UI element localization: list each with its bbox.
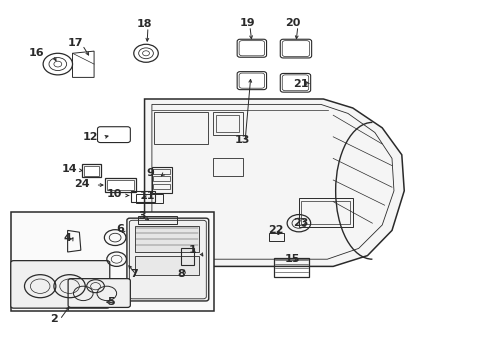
FancyBboxPatch shape [127,218,209,301]
Text: 5: 5 [107,297,115,307]
Bar [135,256,199,275]
Text: 20: 20 [285,18,300,28]
Text: 16: 16 [28,48,44,58]
Text: 18: 18 [136,19,152,30]
Text: 1: 1 [189,245,196,255]
FancyBboxPatch shape [68,279,130,307]
Bar [135,226,199,252]
Bar [84,166,99,176]
Text: 10: 10 [107,189,122,199]
Bar [107,180,134,190]
Text: 13: 13 [234,135,249,145]
Bar [299,198,353,227]
Text: 24: 24 [74,179,90,189]
Text: 17: 17 [68,38,83,48]
Bar [269,233,284,241]
Text: 15: 15 [285,254,300,264]
Text: 7: 7 [130,269,138,279]
Bar [153,176,170,181]
Text: 19: 19 [240,18,256,28]
Bar [136,194,163,203]
Text: 9: 9 [146,168,154,178]
Bar [153,169,170,174]
Text: 14: 14 [61,164,77,174]
Bar [216,115,239,132]
Bar [274,258,309,277]
Bar [138,216,177,224]
Text: 6: 6 [117,224,124,234]
Bar [131,191,155,202]
Text: 3: 3 [138,211,146,221]
Bar [213,112,243,135]
Bar [301,201,350,224]
Text: 12: 12 [82,132,98,142]
Text: 2: 2 [50,314,58,324]
Text: 8: 8 [177,269,185,279]
Bar [153,184,170,189]
Bar [181,248,194,265]
Text: 11: 11 [140,191,155,201]
Bar [213,158,243,176]
Bar [154,112,208,144]
Polygon shape [145,99,404,266]
Bar [82,164,101,177]
Bar [11,212,214,311]
Text: 22: 22 [269,225,284,235]
FancyBboxPatch shape [11,261,110,308]
Text: 21: 21 [293,78,309,89]
Bar [105,178,136,192]
Text: 4: 4 [64,233,72,243]
Text: 23: 23 [293,218,308,228]
Bar [152,167,172,193]
